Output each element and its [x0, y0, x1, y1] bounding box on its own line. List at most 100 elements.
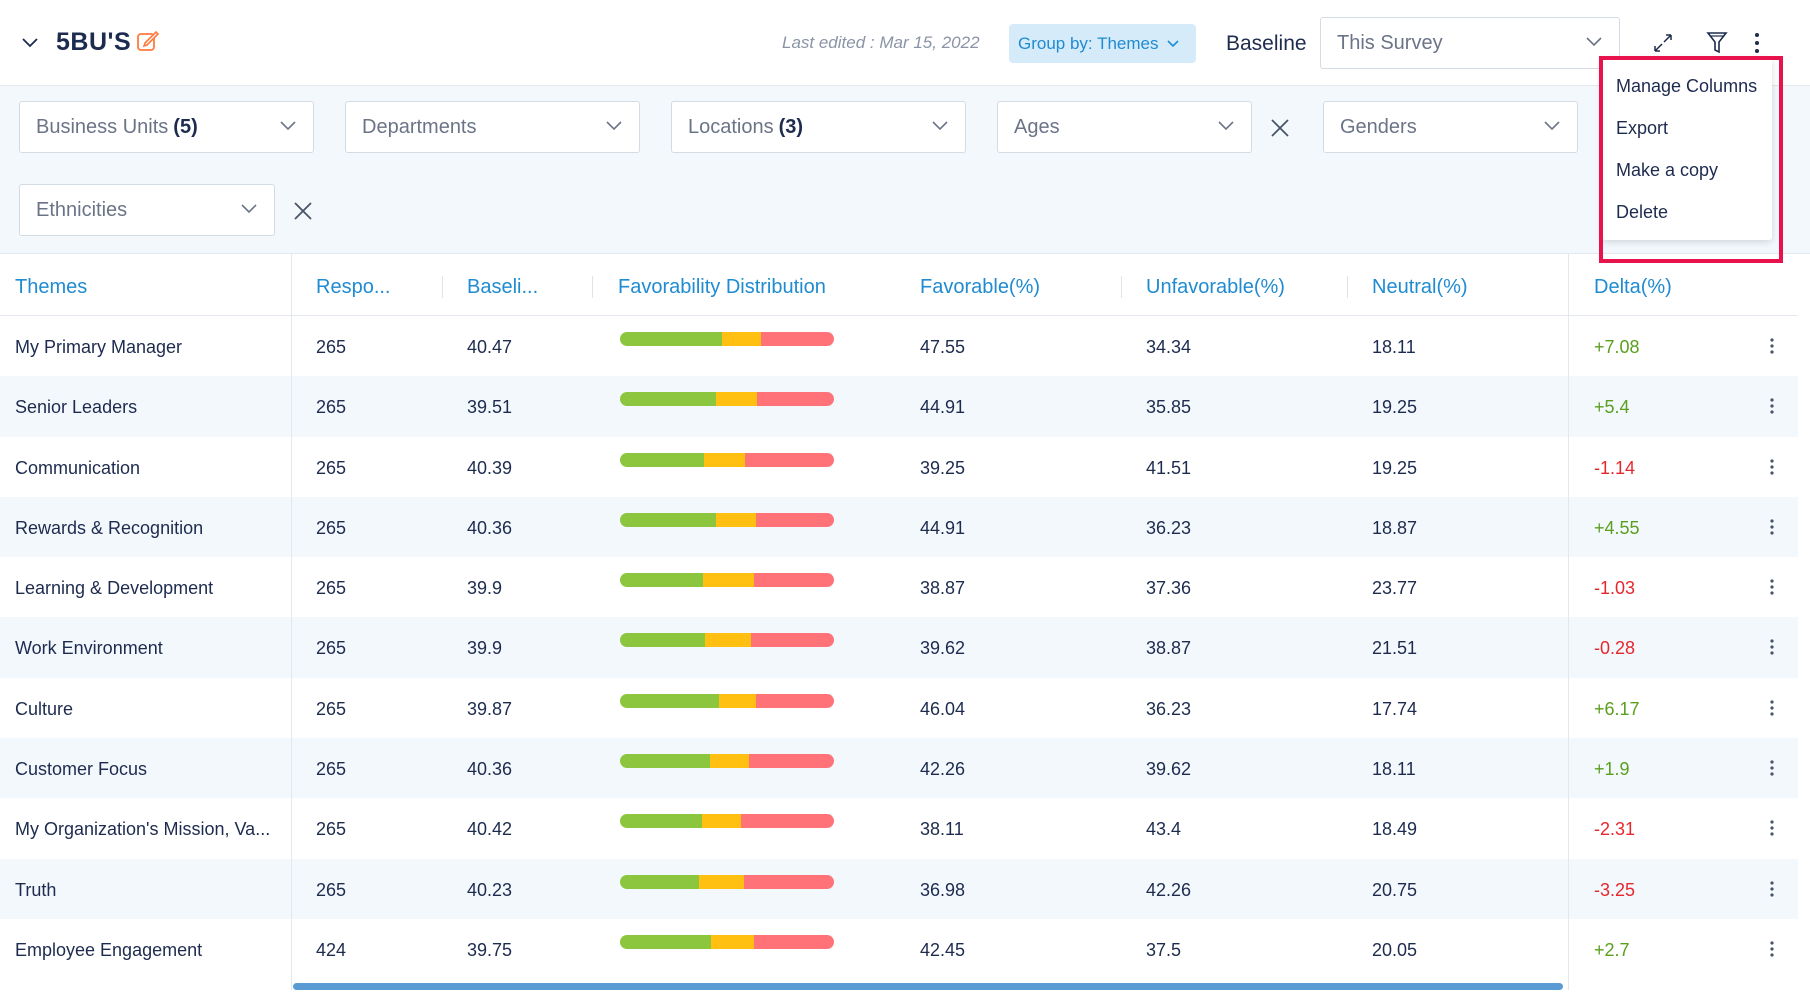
- more-vertical-icon[interactable]: [1750, 30, 1764, 56]
- unfavorable-cell: 39.62: [1146, 759, 1192, 780]
- delta-cell: -1.03: [1594, 578, 1636, 599]
- row-more-icon[interactable]: [1768, 698, 1776, 718]
- row-more-icon[interactable]: [1768, 457, 1776, 477]
- baseline-value: This Survey: [1337, 31, 1443, 54]
- group-by-label: Group by: Themes: [1018, 33, 1159, 53]
- responses-cell: 265: [316, 578, 347, 599]
- clear-ethnicities-icon[interactable]: [292, 200, 314, 222]
- delta-cell: +4.55: [1594, 517, 1640, 538]
- chevron-down-icon: [932, 121, 948, 131]
- row-more-icon[interactable]: [1768, 336, 1776, 356]
- column-header-unfavorable[interactable]: Unfavorable(%): [1146, 276, 1285, 298]
- top-bar: 5BU'S Last edited : Mar 15, 2022 Group b…: [0, 0, 1810, 86]
- row-more-icon[interactable]: [1768, 879, 1776, 899]
- baseline-select[interactable]: This Survey: [1320, 17, 1620, 69]
- table-row[interactable]: Work Environment 265 39.9 39.62 38.87 21.51 -0…: [0, 617, 1798, 678]
- neutral-cell: 18.11: [1372, 759, 1416, 780]
- filter-icon[interactable]: [1705, 30, 1729, 56]
- column-header-distribution[interactable]: Favorability Distribution: [618, 276, 826, 298]
- favorability-bar: [620, 392, 834, 407]
- genders-filter[interactable]: Genders: [1323, 101, 1578, 153]
- group-by-dropdown[interactable]: Group by: Themes: [1009, 24, 1196, 63]
- table-row[interactable]: My Primary Manager 265 40.47 47.55 34.34 18.1…: [0, 316, 1798, 376]
- frozen-column-divider: [291, 254, 292, 990]
- unfavorable-cell: 42.26: [1146, 879, 1192, 900]
- menu-item-manage-columns[interactable]: Manage Columns: [1616, 76, 1758, 96]
- favorable-cell: 42.26: [920, 759, 966, 780]
- row-more-icon[interactable]: [1768, 939, 1776, 959]
- responses-cell: 265: [316, 638, 347, 659]
- table-row[interactable]: Truth 265 40.23 36.98 42.26 20.75 -3.25: [0, 858, 1798, 919]
- unfavorable-cell: 38.87: [1146, 638, 1192, 659]
- column-header-themes[interactable]: Themes: [15, 276, 88, 298]
- delta-cell: -2.31: [1594, 819, 1636, 840]
- filter-label: Ethnicities: [36, 198, 128, 221]
- favorable-segment: [620, 814, 702, 829]
- table-row[interactable]: Culture 265 39.87 46.04 36.23 17.74 +6.17: [0, 678, 1798, 738]
- favorability-bar: [620, 452, 834, 467]
- table-row[interactable]: Employee Engagement 424 39.75 42.45 37.5 20.0…: [0, 919, 1798, 979]
- more-options-menu: Manage Columns Export Make a copy Delete: [1602, 58, 1772, 240]
- baseline-cell: 39.9: [467, 578, 503, 599]
- table-row[interactable]: Rewards & Recognition 265 40.36 44.91 36.23 1…: [0, 496, 1798, 558]
- locations-filter[interactable]: Locations (3): [671, 101, 966, 153]
- column-header-neutral[interactable]: Neutral(%): [1372, 276, 1468, 298]
- unfavorable-segment: [745, 452, 834, 467]
- table-row[interactable]: Learning & Development 265 39.9 38.87 37.36 2…: [0, 557, 1798, 617]
- unfavorable-cell: 43.4: [1146, 819, 1182, 840]
- neutral-segment: [710, 754, 750, 769]
- baseline-cell: 39.9: [467, 638, 503, 659]
- unfavorable-segment: [756, 512, 834, 527]
- theme-cell: Truth: [15, 879, 57, 900]
- business-units-filter[interactable]: Business Units (5): [19, 101, 314, 153]
- menu-item-delete[interactable]: Delete: [1616, 202, 1669, 222]
- favorability-bar: [620, 693, 834, 708]
- neutral-cell: 23.77: [1372, 578, 1418, 599]
- row-more-icon[interactable]: [1768, 577, 1776, 597]
- row-more-icon[interactable]: [1768, 758, 1776, 778]
- row-more-icon[interactable]: [1768, 396, 1776, 416]
- neutral-cell: 19.25: [1372, 457, 1418, 478]
- menu-item-export[interactable]: Export: [1616, 118, 1669, 138]
- theme-cell: Communication: [15, 457, 141, 478]
- neutral-cell: 18.87: [1372, 517, 1418, 538]
- filter-panel: Business Units (5) Departments Locations(…: [0, 86, 1810, 254]
- theme-cell: Customer Focus: [15, 759, 148, 780]
- table-row[interactable]: Senior Leaders 265 39.51 44.91 35.85 19.25 +5.…: [0, 376, 1798, 437]
- baseline-cell: 39.51: [467, 397, 513, 418]
- neutral-segment: [703, 573, 755, 588]
- favorable-cell: 38.87: [920, 578, 966, 599]
- responses-cell: 265: [316, 819, 347, 840]
- chevron-down-icon[interactable]: [20, 32, 40, 52]
- table-row[interactable]: Communication 265 40.39 39.25 41.51 19.25 -1.1…: [0, 437, 1798, 497]
- edit-icon[interactable]: [136, 29, 160, 53]
- favorability-bar: [620, 573, 834, 588]
- menu-item-make-copy[interactable]: Make a copy: [1616, 160, 1719, 180]
- theme-cell: Senior Leaders: [15, 397, 138, 418]
- row-more-icon[interactable]: [1768, 818, 1776, 838]
- row-more-icon[interactable]: [1768, 517, 1776, 537]
- delta-cell: +1.9: [1594, 759, 1630, 780]
- unfavorable-cell: 37.5: [1146, 939, 1182, 960]
- favorable-segment: [620, 874, 700, 889]
- column-header-delta[interactable]: Delta(%): [1594, 276, 1672, 298]
- horizontal-scrollbar[interactable]: [293, 983, 1563, 990]
- row-more-icon[interactable]: [1768, 637, 1776, 657]
- column-header-baseline[interactable]: Baseli...: [467, 276, 539, 298]
- column-header-responses[interactable]: Respo...: [316, 276, 391, 298]
- favorable-segment: [620, 452, 704, 467]
- unfavorable-cell: 34.34: [1146, 337, 1192, 357]
- chevron-down-icon: [280, 121, 296, 131]
- ethnicities-filter[interactable]: Ethnicities: [19, 184, 275, 236]
- expand-icon[interactable]: [1651, 31, 1675, 55]
- unfavorable-cell: 37.36: [1146, 578, 1192, 599]
- favorable-cell: 36.98: [920, 879, 966, 900]
- ages-filter[interactable]: Ages: [997, 101, 1252, 153]
- column-header-favorable[interactable]: Favorable(%): [920, 276, 1041, 298]
- departments-filter[interactable]: Departments: [345, 101, 640, 153]
- filter-count: (3): [778, 115, 804, 138]
- neutral-segment: [718, 693, 757, 708]
- table-row[interactable]: My Organization's Mission, Va... 265 40.42…: [0, 798, 1798, 858]
- table-row[interactable]: Customer Focus 265 40.36 42.26 39.62 18.11 +1.…: [0, 738, 1798, 799]
- clear-ages-icon[interactable]: [1269, 117, 1291, 139]
